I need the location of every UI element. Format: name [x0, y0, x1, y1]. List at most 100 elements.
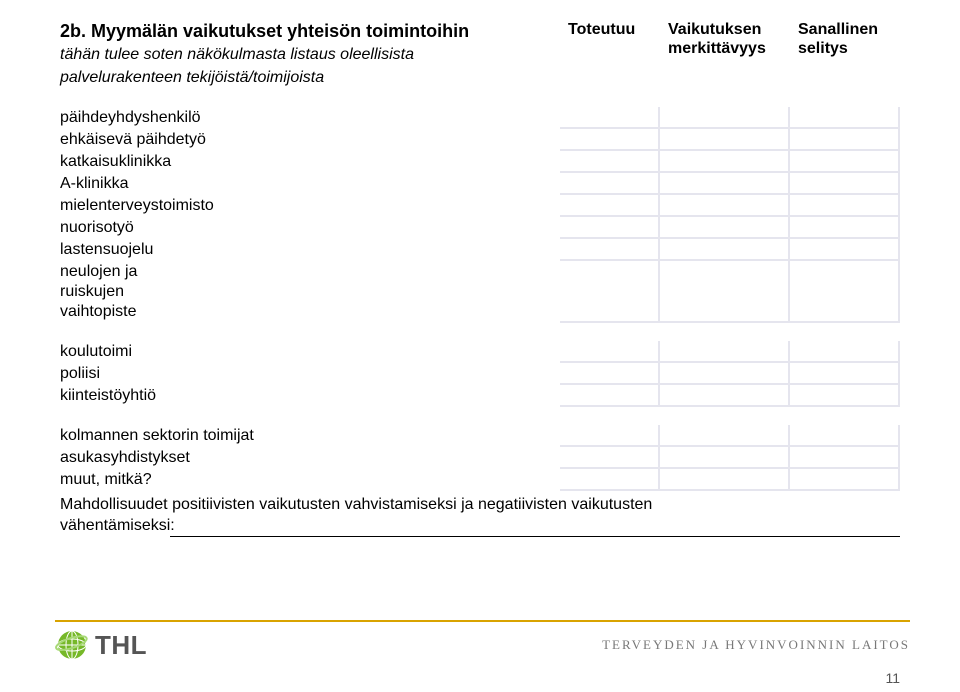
globe-icon	[55, 628, 89, 662]
col-header-2-line1: Vaikutuksen	[668, 21, 761, 38]
cell	[660, 195, 790, 217]
cell	[790, 363, 900, 385]
row-label-part: ruiskujen	[60, 283, 124, 300]
cell	[660, 151, 790, 173]
cell	[790, 469, 900, 491]
cell	[560, 195, 660, 217]
row-cells	[560, 129, 900, 151]
cell	[660, 363, 790, 385]
cell	[560, 129, 660, 151]
table-row: lastensuojelu	[60, 239, 900, 261]
col-header-toteutuu: Toteutuu	[560, 20, 660, 58]
cell	[560, 261, 660, 323]
group-2: koulutoimi poliisi kiinteistöyhtiö	[60, 341, 900, 407]
table-row: nuorisotyö	[60, 217, 900, 239]
cell	[660, 341, 790, 363]
row-label: muut, mitkä?	[60, 469, 560, 491]
table-row: kiinteistöyhtiö	[60, 385, 900, 407]
row-label: lastensuojelu	[60, 239, 560, 261]
cell	[560, 341, 660, 363]
cell	[790, 151, 900, 173]
row-cells	[560, 239, 900, 261]
table-row: neulojen ja ruiskujen vaihtopiste	[60, 261, 900, 323]
cell	[560, 173, 660, 195]
cell	[790, 107, 900, 129]
cell	[660, 129, 790, 151]
fill-line	[170, 519, 900, 537]
row-cells	[560, 385, 900, 407]
row-label: mielenterveystoimisto	[60, 195, 560, 217]
row-label: koulutoimi	[60, 341, 560, 363]
row-cells	[560, 151, 900, 173]
cell	[790, 425, 900, 447]
subtitle-line-1: tähän tulee soten näkökulmasta listaus o…	[60, 45, 550, 66]
cell	[790, 129, 900, 151]
page-title: 2b. Myymälän vaikutukset yhteisön toimin…	[60, 20, 550, 43]
cell	[660, 447, 790, 469]
cell	[790, 447, 900, 469]
cell	[790, 341, 900, 363]
cell	[560, 447, 660, 469]
table-row: A-klinikka	[60, 173, 900, 195]
col-header-selitys: Sanallinen selitys	[790, 20, 900, 58]
row-label: päihdeyhdyshenkilö	[60, 107, 560, 129]
cell	[560, 363, 660, 385]
row-cells	[560, 261, 900, 323]
cell	[660, 425, 790, 447]
cell	[560, 151, 660, 173]
page: 2b. Myymälän vaikutukset yhteisön toimin…	[0, 0, 960, 537]
logo-text: THL	[95, 630, 147, 661]
cell	[660, 107, 790, 129]
note-line-1: Mahdollisuudet positiivisten vaikutusten…	[60, 495, 900, 516]
row-label: nuorisotyö	[60, 217, 560, 239]
row-label-part: neulojen ja	[60, 263, 137, 280]
title-block: 2b. Myymälän vaikutukset yhteisön toimin…	[60, 20, 560, 89]
row-cells	[560, 173, 900, 195]
org-name: TERVEYDEN JA HYVINVOINNIN LAITOS	[602, 637, 910, 653]
note-block: Mahdollisuudet positiivisten vaikutusten…	[60, 495, 900, 537]
row-label-part: vaihtopiste	[60, 303, 137, 320]
cell	[790, 385, 900, 407]
row-cells	[560, 363, 900, 385]
cell	[790, 239, 900, 261]
row-cells	[560, 425, 900, 447]
row-label: kolmannen sektorin toimijat	[60, 425, 560, 447]
row-cells	[560, 447, 900, 469]
row-cells	[560, 341, 900, 363]
cell	[560, 239, 660, 261]
cell	[790, 217, 900, 239]
table-row: poliisi	[60, 363, 900, 385]
col-header-3-line1: Sanallinen	[798, 21, 878, 38]
row-label: neulojen ja ruiskujen vaihtopiste	[60, 261, 560, 323]
col-header-1-text: Toteutuu	[568, 21, 635, 38]
footer-content: THL TERVEYDEN JA HYVINVOINNIN LAITOS	[55, 628, 910, 662]
cell	[660, 239, 790, 261]
cell	[790, 261, 900, 323]
cell	[660, 217, 790, 239]
table-row: ehkäisevä päihdetyö	[60, 129, 900, 151]
table-row: koulutoimi	[60, 341, 900, 363]
thl-logo: THL	[55, 628, 147, 662]
col-header-2-line2: merkittävyys	[668, 40, 766, 57]
cell	[660, 385, 790, 407]
cell	[560, 385, 660, 407]
cell	[560, 217, 660, 239]
col-header-3-line2: selitys	[798, 40, 848, 57]
col-header-merkittavyys: Vaikutuksen merkittävyys	[660, 20, 790, 58]
group-1: päihdeyhdyshenkilö ehkäisevä päihdetyö k…	[60, 107, 900, 323]
note-line-2: vähentämiseksi:	[60, 517, 175, 534]
cell	[660, 261, 790, 323]
cell	[560, 425, 660, 447]
header-row: 2b. Myymälän vaikutukset yhteisön toimin…	[60, 20, 900, 89]
footer: THL TERVEYDEN JA HYVINVOINNIN LAITOS 11	[0, 620, 960, 692]
cell	[560, 469, 660, 491]
table-row: katkaisuklinikka	[60, 151, 900, 173]
cell	[790, 195, 900, 217]
table-row: kolmannen sektorin toimijat	[60, 425, 900, 447]
footer-accent-line	[55, 620, 910, 622]
table-row: mielenterveystoimisto	[60, 195, 900, 217]
cell	[560, 107, 660, 129]
row-label: A-klinikka	[60, 173, 560, 195]
row-label: ehkäisevä päihdetyö	[60, 129, 560, 151]
row-label: katkaisuklinikka	[60, 151, 560, 173]
